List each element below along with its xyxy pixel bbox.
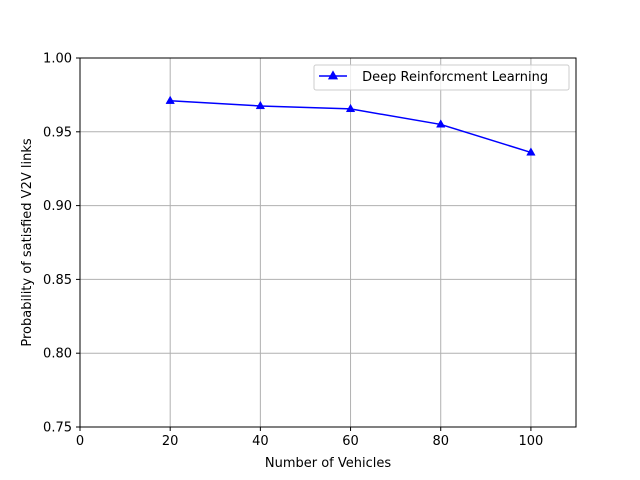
- x-axis-ticks: 0 20 40 60 80 100: [76, 427, 543, 449]
- data-point-triangle: [255, 100, 266, 110]
- y-tick-label: 0.80: [43, 347, 72, 362]
- y-tick-label: 1.00: [43, 52, 72, 67]
- legend: Deep Reinforcment Learning: [313, 64, 570, 91]
- x-tick-label: 100: [518, 434, 543, 449]
- legend-box: [313, 64, 570, 91]
- legend-triangle-marker-icon: [327, 70, 339, 80]
- data-point-triangle: [165, 95, 175, 104]
- grid: [79, 57, 576, 428]
- data-point-triangle: [436, 119, 446, 128]
- y-tick-label: 0.75: [43, 421, 72, 436]
- series-layer: [165, 95, 536, 156]
- x-tick-label: 0: [76, 434, 84, 449]
- x-tick-label: 60: [342, 434, 359, 449]
- y-axis-label: Probability of satisfied V2V links: [20, 138, 35, 346]
- y-tick-label: 0.95: [43, 125, 72, 140]
- y-tick-label: 0.90: [43, 199, 72, 214]
- data-point-triangle: [345, 103, 356, 113]
- data-point-triangle: [526, 147, 536, 156]
- y-tick-label: 0.85: [43, 273, 72, 288]
- legend-entry-label: Deep Reinforcment Learning: [358, 70, 548, 85]
- plot-frame: [79, 57, 577, 428]
- x-tick-label: 80: [432, 434, 449, 449]
- x-tick-label: 40: [252, 434, 269, 449]
- x-axis-label: Number of Vehicles: [265, 456, 392, 471]
- y-axis-ticks: 0.75 0.80 0.85 0.90 0.95 1.00: [43, 52, 80, 436]
- x-tick-label: 20: [162, 434, 179, 449]
